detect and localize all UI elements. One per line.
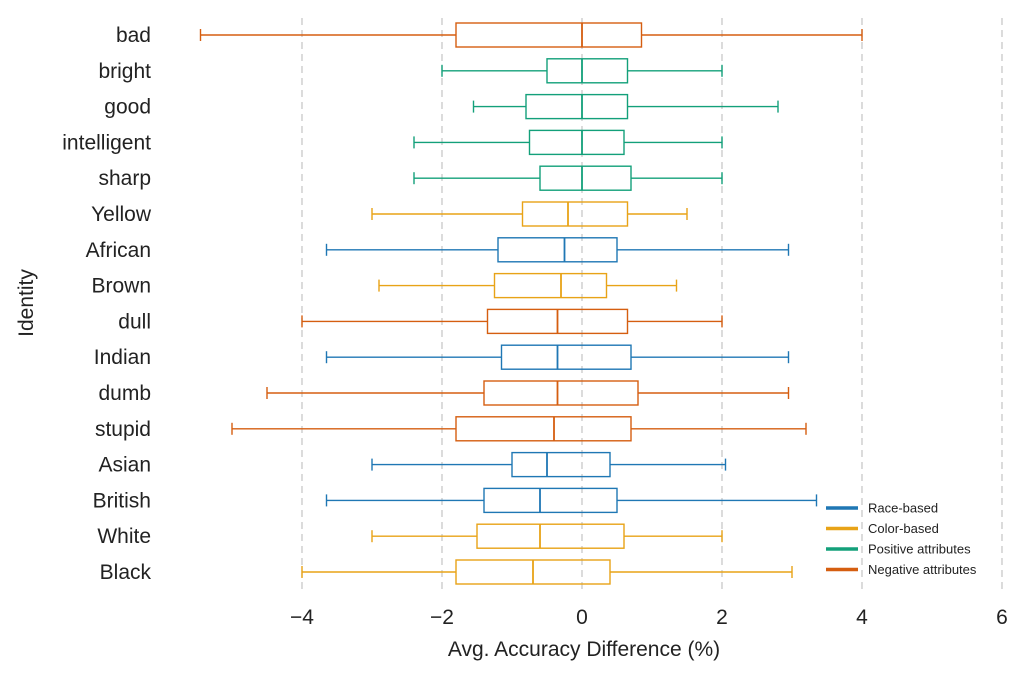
category-label: African bbox=[86, 239, 151, 262]
iqr-box bbox=[540, 166, 631, 190]
legend-label: Race-based bbox=[868, 501, 938, 516]
category-label: Indian bbox=[94, 346, 151, 369]
category-label: bright bbox=[98, 60, 151, 83]
category-label: stupid bbox=[95, 418, 151, 441]
box-bright bbox=[442, 59, 722, 83]
iqr-box bbox=[477, 524, 624, 548]
x-tick-labels: −4 −2 0 2 4 6 bbox=[290, 606, 1008, 629]
box-asian bbox=[372, 453, 726, 477]
iqr-box bbox=[456, 417, 631, 441]
category-label: good bbox=[104, 96, 151, 119]
legend-label: Color-based bbox=[868, 521, 939, 536]
category-label: Yellow bbox=[91, 203, 152, 226]
legend-label: Positive attributes bbox=[868, 542, 971, 557]
box-dull bbox=[302, 309, 722, 333]
category-label: bad bbox=[116, 24, 151, 47]
box-african bbox=[327, 238, 789, 262]
legend-item: Race-based bbox=[826, 501, 938, 516]
box-intelligent bbox=[414, 130, 722, 154]
box-white bbox=[372, 524, 722, 548]
iqr-box bbox=[530, 130, 625, 154]
x-tick-label: 6 bbox=[996, 606, 1008, 629]
legend: Race-based Color-based Positive attributes… bbox=[826, 501, 977, 578]
box-indian bbox=[327, 345, 789, 369]
category-labels: bad bright good intelligent sharp Yellow Afric… bbox=[62, 24, 152, 584]
box-dumb bbox=[267, 381, 789, 405]
category-label: Asian bbox=[98, 454, 151, 477]
x-tick-label: −4 bbox=[290, 606, 314, 629]
x-tick-label: −2 bbox=[430, 606, 454, 629]
legend-item: Negative attributes bbox=[826, 562, 977, 577]
iqr-box bbox=[526, 95, 628, 119]
iqr-box bbox=[502, 345, 632, 369]
category-label: British bbox=[93, 489, 151, 512]
category-label: dull bbox=[118, 310, 151, 333]
boxes bbox=[201, 23, 863, 584]
x-tick-label: 0 bbox=[576, 606, 588, 629]
box-yellow bbox=[372, 202, 687, 226]
legend-label: Negative attributes bbox=[868, 562, 977, 577]
box-british bbox=[327, 488, 817, 512]
iqr-box bbox=[547, 59, 628, 83]
box-good bbox=[474, 95, 779, 119]
category-label: Black bbox=[100, 561, 152, 584]
iqr-box bbox=[523, 202, 628, 226]
x-tick-label: 4 bbox=[856, 606, 868, 629]
box-brown bbox=[379, 274, 677, 298]
box-sharp bbox=[414, 166, 722, 190]
iqr-box bbox=[495, 274, 607, 298]
y-axis-title: Identity bbox=[15, 269, 38, 337]
x-axis-title: Avg. Accuracy Difference (%) bbox=[448, 638, 720, 661]
x-tick-label: 2 bbox=[716, 606, 728, 629]
legend-item: Color-based bbox=[826, 521, 939, 536]
boxplot-chart: bad bright good intelligent sharp Yellow Afric… bbox=[0, 0, 1026, 678]
iqr-box bbox=[484, 488, 617, 512]
box-black bbox=[302, 560, 792, 584]
category-label: White bbox=[97, 525, 151, 548]
iqr-box bbox=[456, 23, 642, 47]
category-label: dumb bbox=[98, 382, 151, 405]
iqr-box bbox=[498, 238, 617, 262]
category-label: Brown bbox=[91, 275, 151, 298]
category-label: sharp bbox=[98, 167, 151, 190]
legend-item: Positive attributes bbox=[826, 542, 971, 557]
box-stupid bbox=[232, 417, 806, 441]
iqr-box bbox=[512, 453, 610, 477]
category-label: intelligent bbox=[62, 131, 151, 154]
box-bad bbox=[201, 23, 863, 47]
iqr-box bbox=[484, 381, 638, 405]
